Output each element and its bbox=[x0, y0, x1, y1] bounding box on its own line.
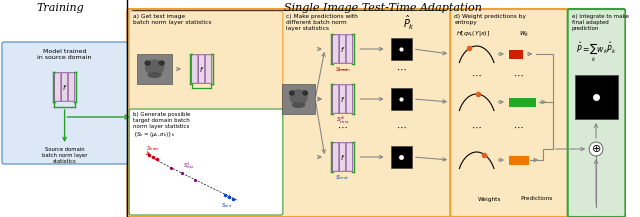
Ellipse shape bbox=[148, 72, 162, 78]
FancyBboxPatch shape bbox=[333, 143, 339, 171]
FancyBboxPatch shape bbox=[333, 35, 339, 63]
FancyBboxPatch shape bbox=[127, 9, 452, 217]
Text: $f$: $f$ bbox=[340, 44, 345, 54]
Ellipse shape bbox=[302, 90, 308, 96]
FancyBboxPatch shape bbox=[205, 55, 212, 83]
FancyBboxPatch shape bbox=[450, 9, 570, 217]
Text: $\hat{P} = \sum_k w_k \hat{P}_k$: $\hat{P} = \sum_k w_k \hat{P}_k$ bbox=[575, 40, 616, 64]
Ellipse shape bbox=[292, 102, 305, 108]
Text: c) Make predictions with
different batch norm
layer statistics: c) Make predictions with different batch… bbox=[286, 14, 358, 31]
Text: $f$: $f$ bbox=[62, 82, 67, 92]
Text: Predictions: Predictions bbox=[520, 197, 552, 202]
Text: $\hat{P}_k$: $\hat{P}_k$ bbox=[403, 14, 415, 32]
Ellipse shape bbox=[289, 89, 308, 106]
Text: Weights: Weights bbox=[477, 197, 501, 202]
FancyBboxPatch shape bbox=[129, 109, 283, 215]
FancyBboxPatch shape bbox=[339, 143, 346, 171]
Ellipse shape bbox=[145, 60, 151, 66]
Text: $\cdots$: $\cdots$ bbox=[513, 122, 524, 132]
Ellipse shape bbox=[145, 59, 164, 76]
FancyBboxPatch shape bbox=[339, 35, 346, 63]
Bar bbox=[509, 98, 536, 107]
Text: $f$: $f$ bbox=[340, 153, 345, 161]
Text: $\oplus$: $\oplus$ bbox=[591, 143, 601, 155]
Text: $\cdots$: $\cdots$ bbox=[513, 70, 524, 80]
FancyBboxPatch shape bbox=[191, 55, 198, 83]
Text: $\cdots$: $\cdots$ bbox=[337, 122, 348, 132]
FancyBboxPatch shape bbox=[346, 143, 353, 171]
Text: Model trained
in source domain: Model trained in source domain bbox=[37, 49, 92, 60]
Text: b) Generate possible
target domain batch
norm layer statistics
$\{S_k = (\mu_k, : b) Generate possible target domain batch… bbox=[133, 112, 191, 139]
Text: $\cdots$: $\cdots$ bbox=[471, 122, 482, 132]
Bar bbox=[137, 54, 172, 84]
Text: $S_{mix}^{\lambda}$: $S_{mix}^{\lambda}$ bbox=[183, 160, 195, 171]
Text: Single Image Test-Time Adaptation: Single Image Test-Time Adaptation bbox=[284, 3, 482, 13]
FancyBboxPatch shape bbox=[346, 35, 353, 63]
Text: a) Get test image
batch norm layer statistics: a) Get test image batch norm layer stati… bbox=[133, 14, 212, 25]
FancyBboxPatch shape bbox=[333, 85, 339, 113]
FancyBboxPatch shape bbox=[2, 42, 127, 164]
Text: $S_{test}$: $S_{test}$ bbox=[335, 173, 350, 182]
Ellipse shape bbox=[289, 90, 295, 96]
FancyBboxPatch shape bbox=[339, 85, 346, 113]
Text: $f$: $f$ bbox=[340, 94, 345, 104]
Text: d) Weight predictions by
entropy: d) Weight predictions by entropy bbox=[454, 14, 526, 25]
Circle shape bbox=[589, 142, 603, 156]
Bar bbox=[509, 50, 523, 59]
Text: $\cdots$: $\cdots$ bbox=[396, 122, 406, 132]
Text: $S_{test}$: $S_{test}$ bbox=[221, 201, 234, 210]
Text: $S_{train}$: $S_{train}$ bbox=[335, 65, 351, 74]
FancyBboxPatch shape bbox=[568, 9, 625, 217]
Text: $w_k$: $w_k$ bbox=[519, 30, 529, 39]
Text: $\cdots$: $\cdots$ bbox=[337, 64, 348, 74]
Text: Source domain
batch norm layer
statistics: Source domain batch norm layer statistic… bbox=[42, 147, 87, 164]
Text: Training: Training bbox=[37, 3, 84, 13]
Text: $\cdots$: $\cdots$ bbox=[471, 70, 482, 80]
FancyBboxPatch shape bbox=[346, 85, 353, 113]
Ellipse shape bbox=[159, 60, 165, 66]
FancyBboxPatch shape bbox=[61, 73, 68, 101]
Bar bbox=[390, 88, 412, 110]
Text: $S_{train}$: $S_{train}$ bbox=[146, 144, 159, 153]
Bar bbox=[575, 75, 618, 119]
Text: $S_{mix}^{\lambda_i}$: $S_{mix}^{\lambda_i}$ bbox=[335, 115, 349, 127]
Text: $f$: $f$ bbox=[199, 64, 204, 74]
Bar bbox=[509, 156, 529, 165]
FancyBboxPatch shape bbox=[54, 73, 61, 101]
FancyBboxPatch shape bbox=[198, 55, 205, 83]
Bar bbox=[390, 38, 412, 60]
Text: e) Integrate to make
final adapted
prediction: e) Integrate to make final adapted predi… bbox=[572, 14, 628, 31]
Text: $H[q_{\theta_k}(Y|x)]$: $H[q_{\theta_k}(Y|x)]$ bbox=[456, 30, 490, 39]
Text: $\cdots$: $\cdots$ bbox=[396, 64, 406, 74]
FancyBboxPatch shape bbox=[129, 11, 283, 111]
Bar bbox=[390, 146, 412, 168]
FancyBboxPatch shape bbox=[68, 73, 75, 101]
Bar bbox=[282, 84, 315, 114]
